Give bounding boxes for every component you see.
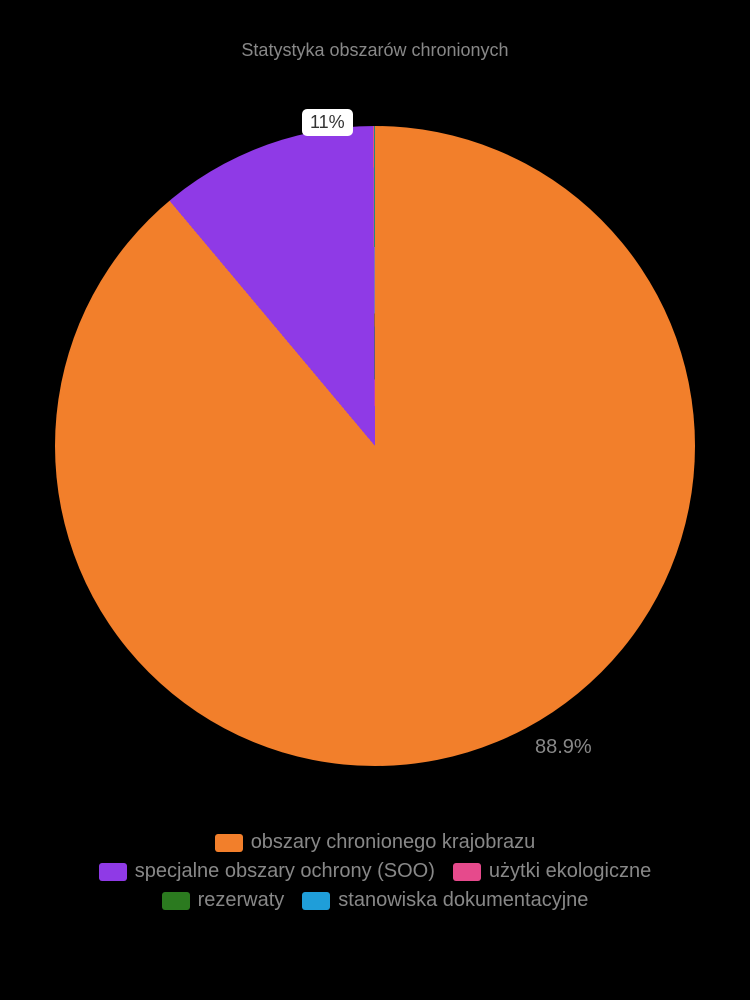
legend-label-1: specjalne obszary ochrony (SOO) — [135, 860, 435, 883]
legend-swatch-3 — [162, 892, 190, 910]
legend-item-2: użytki ekologiczne — [453, 860, 651, 883]
legend-item-0: obszary chronionego krajobrazu — [215, 831, 536, 854]
legend-swatch-2 — [453, 863, 481, 881]
legend-label-4: stanowiska dokumentacyjne — [338, 889, 588, 912]
slice-label-0: 88.9% — [535, 736, 592, 759]
legend-label-2: użytki ekologiczne — [489, 860, 651, 883]
legend-label-0: obszary chronionego krajobrazu — [251, 831, 536, 854]
legend-swatch-1 — [99, 863, 127, 881]
legend-label-3: rezerwaty — [198, 889, 285, 912]
pie-chart — [55, 126, 695, 766]
legend-swatch-0 — [215, 834, 243, 852]
legend-swatch-4 — [302, 892, 330, 910]
slice-label-1: 11% — [302, 109, 353, 136]
legend: obszary chronionego krajobrazu specjalne … — [0, 831, 750, 912]
legend-item-4: stanowiska dokumentacyjne — [302, 889, 588, 912]
legend-item-3: rezerwaty — [162, 889, 285, 912]
legend-item-1: specjalne obszary ochrony (SOO) — [99, 860, 435, 883]
chart-title: Statystyka obszarów chronionych — [0, 0, 750, 61]
chart-area: 88.9% 11% — [0, 61, 750, 831]
